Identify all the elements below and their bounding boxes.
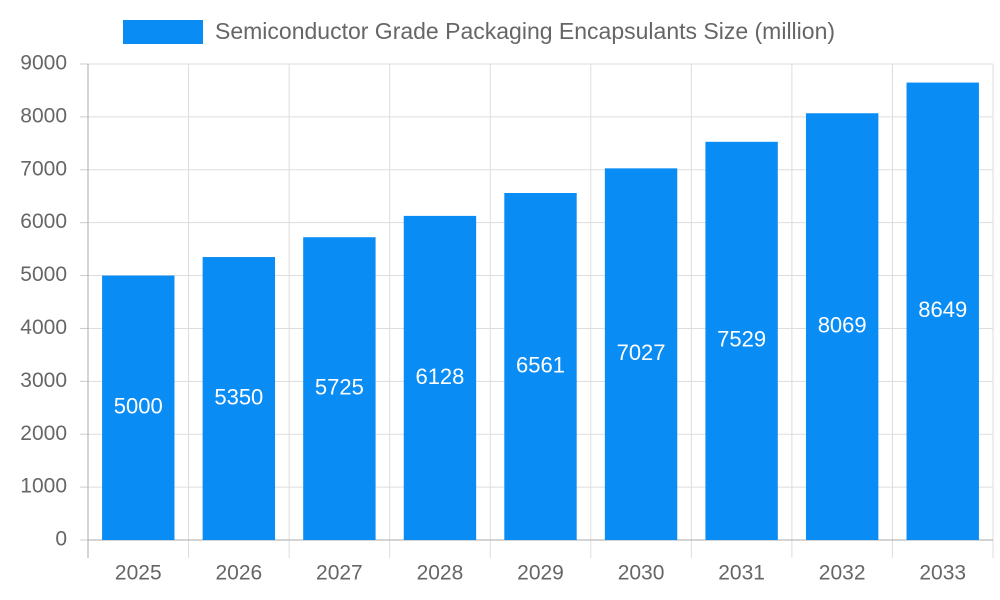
- bar: [705, 141, 778, 540]
- value-label: 6128: [415, 364, 464, 389]
- bar: [202, 257, 276, 540]
- value-label: 8649: [918, 297, 967, 322]
- bar: [102, 275, 175, 540]
- value-label: 8069: [818, 312, 867, 337]
- y-tick-label: 0: [55, 528, 67, 551]
- x-tick-label: 2032: [819, 562, 866, 585]
- y-tick-label: 7000: [20, 157, 67, 180]
- x-tick-label: 2033: [919, 562, 966, 585]
- x-tick-label: 2028: [417, 562, 464, 585]
- y-tick-label: 4000: [20, 316, 67, 339]
- value-label: 5350: [214, 384, 263, 409]
- y-tick-label: 3000: [20, 369, 67, 392]
- bar: [805, 113, 879, 540]
- bar: [604, 168, 678, 540]
- value-label: 5725: [315, 374, 364, 399]
- x-tick-label: 2031: [718, 562, 765, 585]
- x-tick-label: 2026: [215, 562, 262, 585]
- y-tick-label: 8000: [20, 104, 67, 127]
- legend-label: Semiconductor Grade Packaging Encapsulan…: [215, 18, 835, 44]
- value-label: 7027: [617, 340, 666, 365]
- bar: [303, 237, 376, 540]
- value-label: 6561: [516, 352, 565, 377]
- bar: [403, 215, 477, 540]
- value-label: 7529: [717, 327, 766, 352]
- y-tick-label: 2000: [20, 422, 67, 445]
- legend-swatch: [123, 20, 203, 44]
- value-label: 5000: [114, 394, 163, 419]
- y-tick-label: 5000: [20, 263, 67, 286]
- bar: [504, 192, 577, 540]
- y-tick-label: 9000: [20, 52, 67, 75]
- x-tick-label: 2025: [115, 562, 162, 585]
- bar: [906, 82, 979, 541]
- x-tick-label: 2030: [618, 562, 665, 585]
- x-tick-label: 2027: [316, 562, 363, 585]
- y-tick-label: 1000: [20, 475, 67, 498]
- x-tick-label: 2029: [517, 562, 564, 585]
- y-tick-label: 6000: [20, 210, 67, 233]
